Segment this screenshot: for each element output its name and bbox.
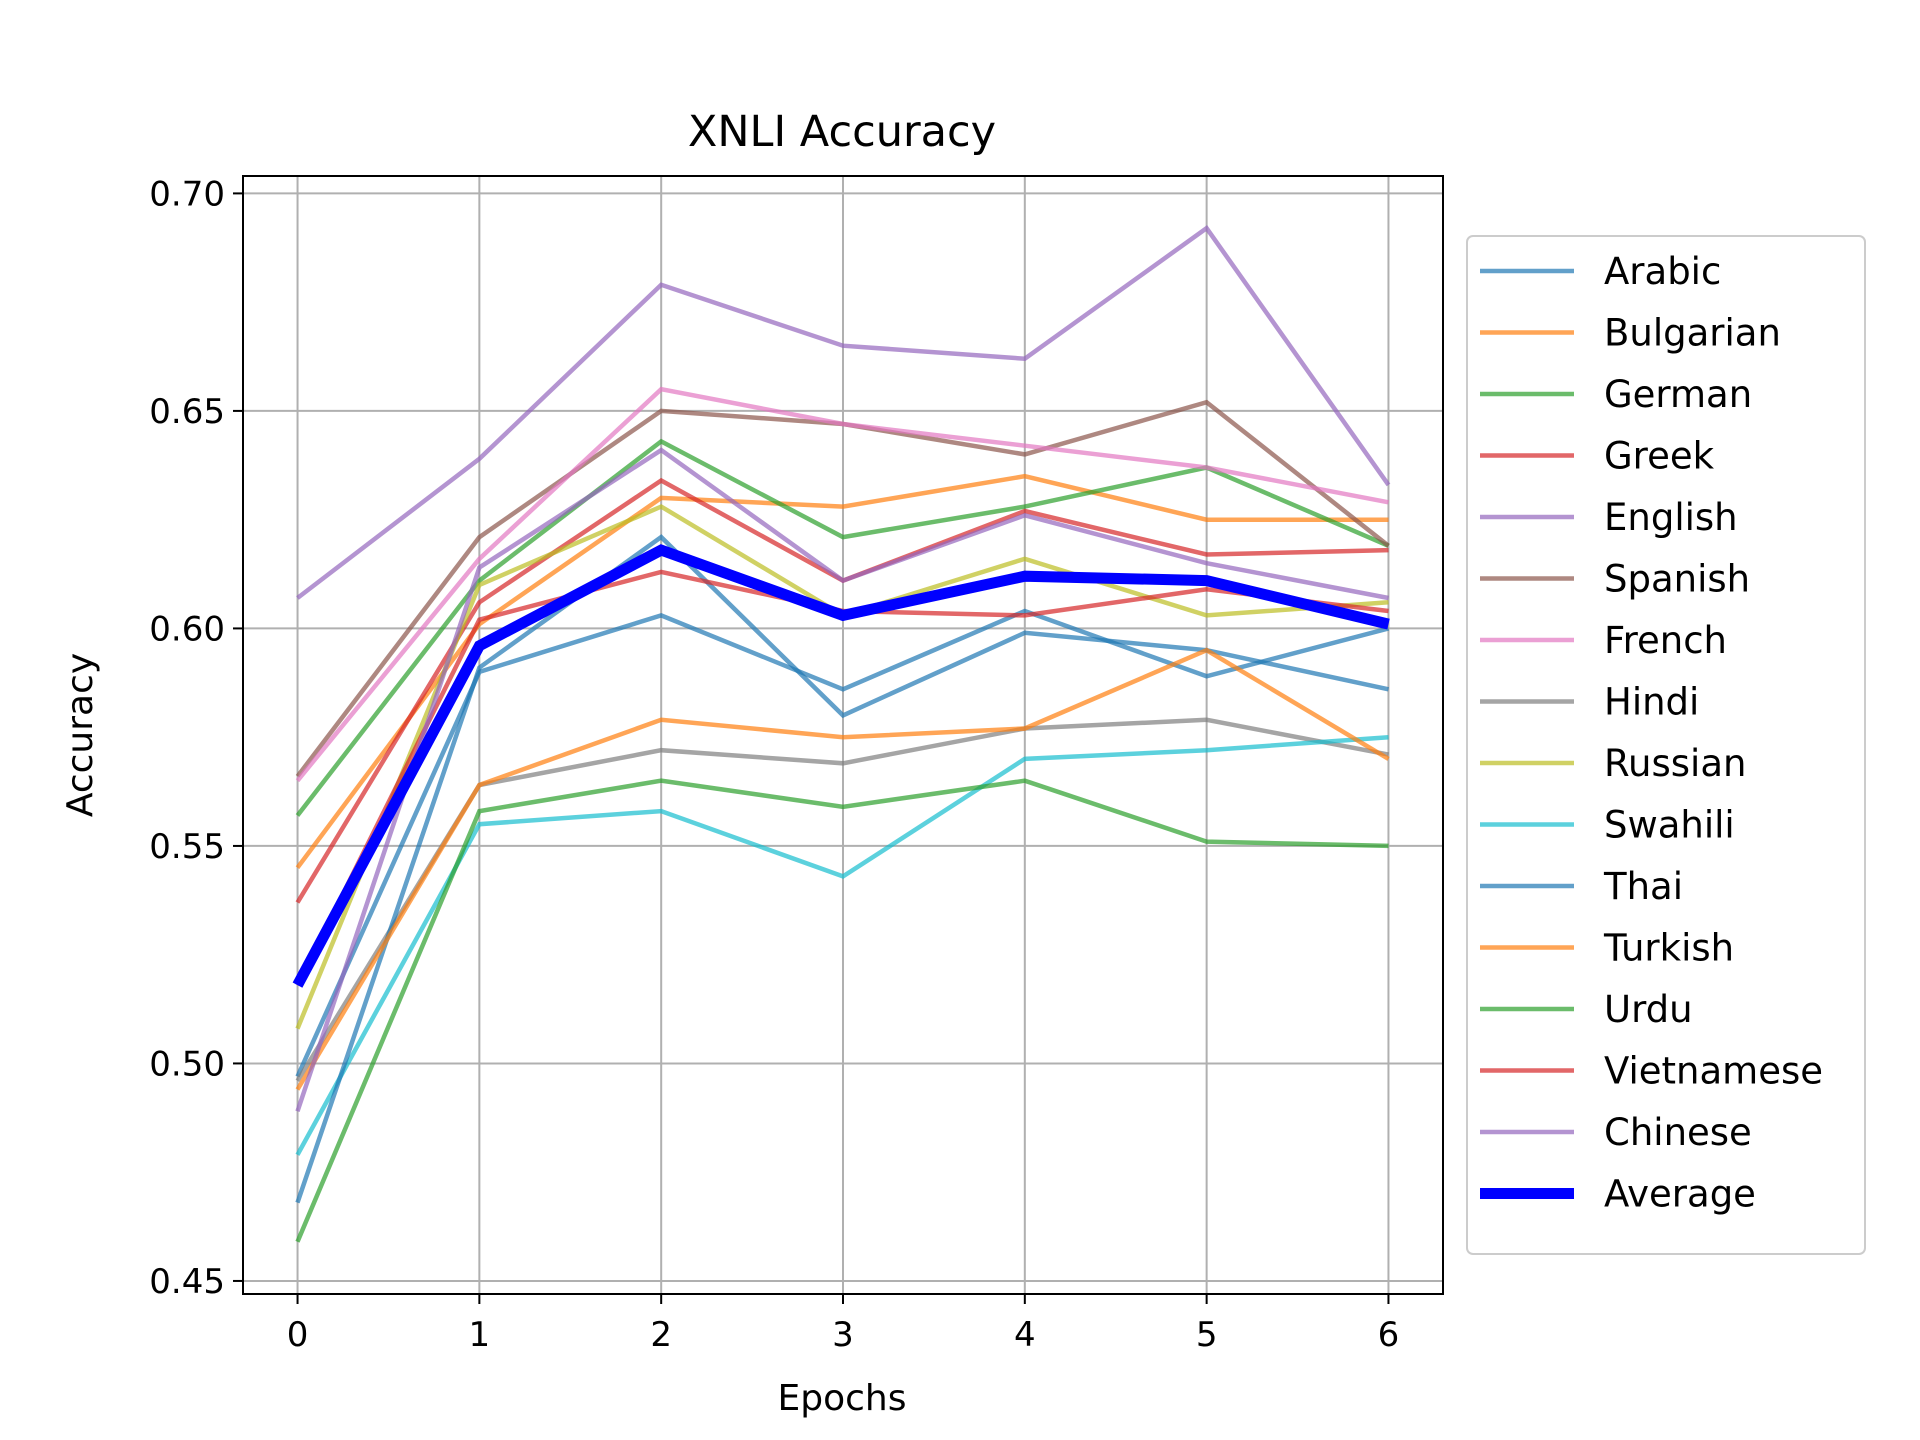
y-axis-label: Accuracy [60, 653, 101, 817]
y-tick-label: 0.65 [149, 392, 225, 432]
x-axis-label: Epochs [778, 1378, 907, 1419]
x-tick-label: 6 [1378, 1315, 1400, 1355]
legend-label-german: German [1604, 373, 1752, 416]
x-axis-ticks: 0 1 2 3 4 5 6 [287, 1294, 1400, 1355]
legend-label-chinese: Chinese [1604, 1111, 1752, 1154]
legend-label-turkish: Turkish [1603, 927, 1734, 970]
chart-title: XNLI Accuracy [688, 107, 996, 157]
x-tick-label: 0 [287, 1315, 309, 1355]
series-lines [292, 225, 1391, 1243]
y-tick-label: 0.45 [149, 1262, 225, 1302]
legend-label-bulgarian: Bulgarian [1604, 312, 1781, 355]
y-axis-ticks: 0.45 0.50 0.55 0.60 0.65 0.70 [149, 174, 243, 1302]
x-tick-label: 2 [650, 1315, 672, 1355]
x-tick-label: 1 [469, 1315, 491, 1355]
legend-label-swahili: Swahili [1604, 804, 1735, 847]
legend-label-average: Average [1604, 1173, 1756, 1216]
legend-label-urdu: Urdu [1604, 988, 1693, 1031]
y-tick-label: 0.55 [149, 827, 225, 867]
y-tick-label: 0.50 [149, 1044, 225, 1084]
y-tick-label: 0.60 [149, 609, 225, 649]
series-line-chinese [295, 447, 1389, 1113]
legend-label-english: English [1604, 496, 1738, 539]
series-line-urdu [295, 778, 1389, 1243]
x-tick-label: 4 [1014, 1315, 1036, 1355]
y-tick-label: 0.70 [149, 174, 225, 214]
legend-label-greek: Greek [1604, 435, 1715, 478]
x-tick-label: 5 [1196, 1315, 1218, 1355]
legend: Arabic Bulgarian German Greek English Spanish… [1466, 235, 1866, 1255]
series-line-turkish [295, 647, 1390, 1091]
x-tick-label: 3 [832, 1315, 854, 1355]
legend-label-russian: Russian [1604, 742, 1746, 785]
series-line-english [296, 225, 1391, 600]
series-line-swahili [295, 734, 1389, 1156]
legend-label-spanish: Spanish [1604, 558, 1750, 601]
series-line-average [292, 544, 1390, 988]
legend-label-thai: Thai [1603, 865, 1683, 908]
legend-label-french: French [1604, 619, 1727, 662]
legend-box [1466, 235, 1866, 1255]
legend-label-vietnamese: Vietnamese [1604, 1050, 1823, 1093]
legend-label-arabic: Arabic [1604, 250, 1721, 293]
series-line-french [295, 386, 1389, 783]
legend-label-hindi: Hindi [1604, 681, 1699, 724]
